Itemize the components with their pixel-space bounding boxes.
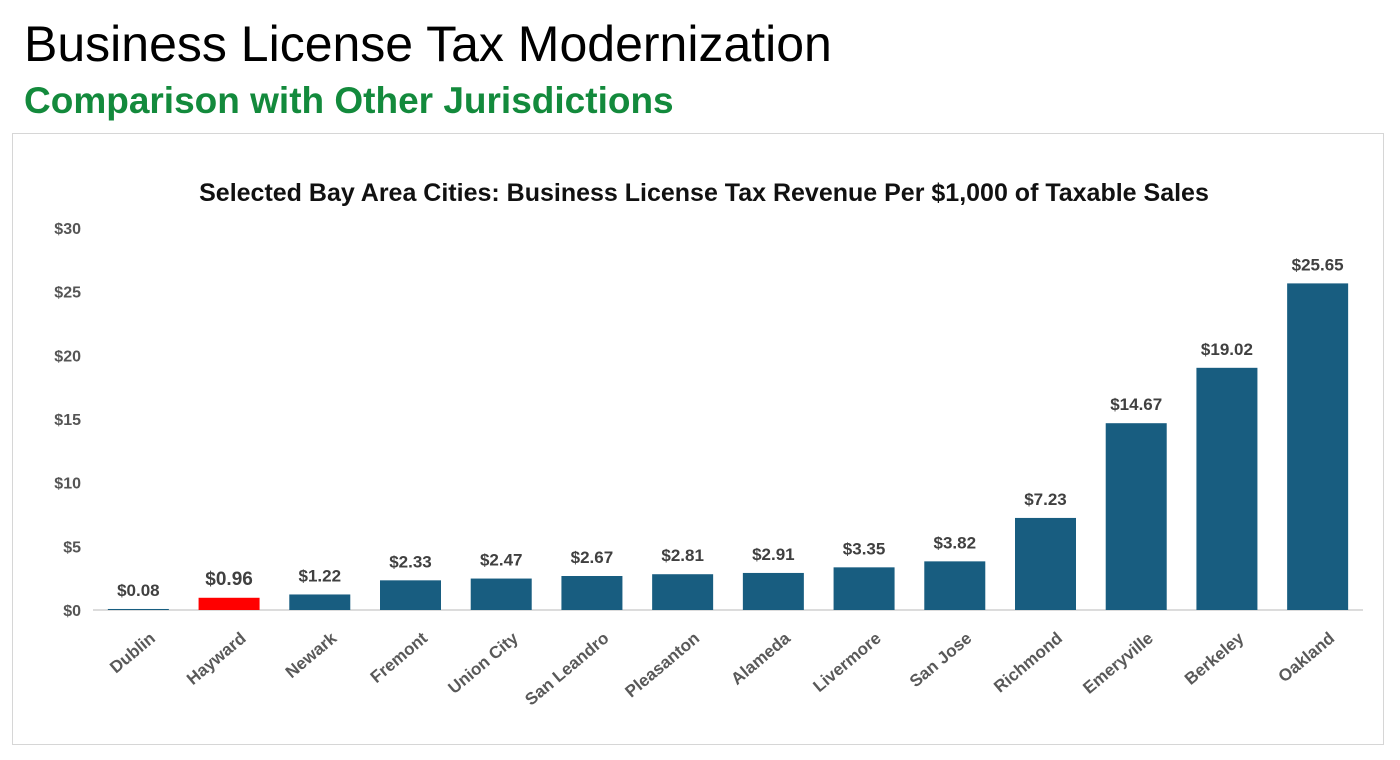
x-tick-label-union-city: Union City [444,628,522,698]
x-tick-label-emeryville: Emeryville [1079,629,1156,698]
x-tick-label-fremont: Fremont [367,628,432,686]
bar-union-city [470,578,532,610]
x-tick-label-dublin: Dublin [106,629,159,678]
y-tick-label: $5 [63,539,81,556]
data-label-fremont: $2.33 [389,552,432,571]
x-axis: Dublin Hayward Newark Fremont Union City San … [106,628,1338,709]
bar-oakland [1287,283,1349,610]
data-label-pleasanton: $2.81 [661,546,704,565]
bar-pleasanton [652,574,714,610]
x-tick-label-richmond: Richmond [990,629,1066,697]
data-label-san-leandro: $2.67 [571,548,614,567]
slide-title: Business License Tax Modernization [24,16,832,72]
x-tick-label-newark: Newark [282,628,341,682]
chart-frame: Selected Bay Area Cities: Business Licen… [12,133,1384,745]
x-tick-label-alameda: Alameda [727,628,794,688]
bar-livermore [833,567,895,610]
bar-richmond [1015,517,1076,610]
y-tick-label: $20 [54,348,81,365]
y-axis: $0 $5 $10 $15 $20 $25 $30 [54,221,81,620]
x-tick-label-san-jose: San Jose [906,629,975,692]
y-tick-label: $30 [54,221,81,238]
x-tick-label-livermore: Livermore [809,629,884,696]
data-label-san-jose: $3.82 [934,533,977,552]
data-label-oakland: $25.65 [1292,255,1344,274]
data-label-berkeley: $19.02 [1201,340,1253,359]
bar-emeryville [1105,423,1167,610]
data-labels: $0.08 $0.96 $1.22 $2.33 $2.47 $2.67 $2.81 $2.91… [117,255,1344,600]
x-tick-label-berkeley: Berkeley [1181,628,1248,688]
data-label-newark: $1.22 [299,566,342,585]
chart-title: Selected Bay Area Cities: Business Licen… [199,179,1209,207]
bar-berkeley [1196,367,1258,610]
bar-newark [289,594,351,610]
x-tick-label-oakland: Oakland [1275,629,1339,687]
x-tick-label-pleasanton: Pleasanton [622,629,704,702]
slide-subtitle: Comparison with Other Jurisdictions [24,80,674,121]
bar-san-jose [924,561,986,610]
y-tick-label: $15 [54,412,81,429]
x-tick-label-san-leandro: San Leandro [521,629,612,710]
data-label-hayward: $0.96 [205,569,253,590]
x-tick-label-hayward: Hayward [183,629,250,689]
bar-dublin [107,608,169,610]
y-tick-label: $25 [54,285,81,302]
bars [107,283,1349,610]
bar-chart: Selected Bay Area Cities: Business Licen… [54,179,1363,709]
bar-fremont [380,580,441,610]
data-label-richmond: $7.23 [1024,490,1067,509]
data-label-dublin: $0.08 [117,581,160,600]
bar-san-leandro [561,576,623,610]
bar-alameda [742,572,804,610]
data-label-emeryville: $14.67 [1110,395,1162,414]
data-label-union-city: $2.47 [480,551,523,570]
data-label-livermore: $3.35 [843,539,886,558]
y-tick-label: $10 [54,476,81,493]
y-tick-label: $0 [63,603,81,620]
bar-hayward [198,597,260,610]
data-label-alameda: $2.91 [752,545,795,564]
